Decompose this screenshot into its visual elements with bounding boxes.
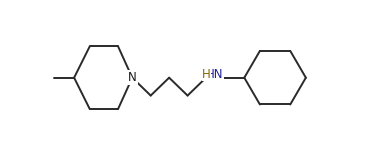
- Text: H: H: [202, 68, 211, 81]
- Text: N: N: [128, 71, 137, 84]
- Text: HN: HN: [206, 68, 223, 81]
